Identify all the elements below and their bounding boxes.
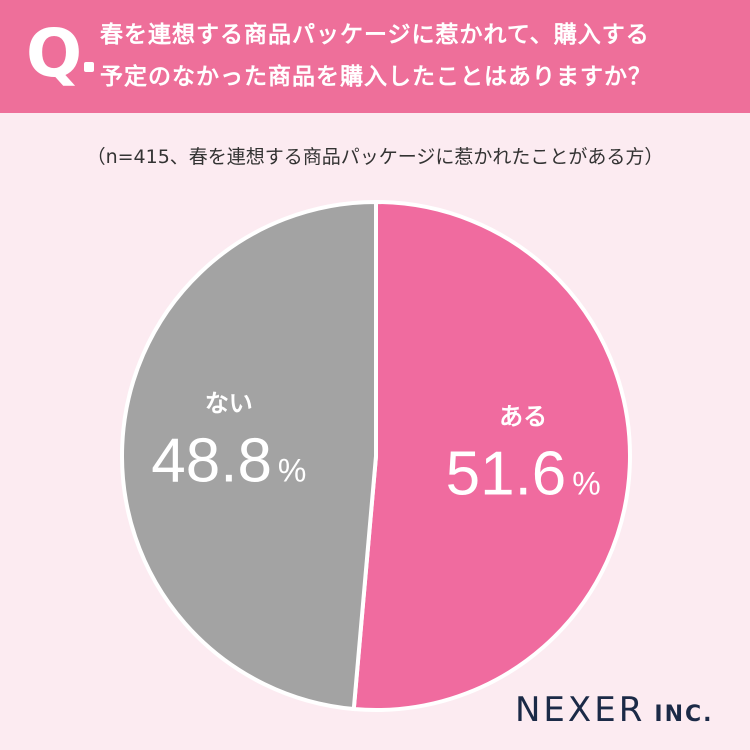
company-logo: NEXER INC.	[515, 690, 714, 730]
question-text: 春を連想する商品パッケージに惹かれて、購入する 予定のなかった商品を購入したこと…	[100, 22, 652, 90]
pie-labels: ある 51.6 % ない 48.8%	[151, 390, 600, 509]
question-header: Q 春を連想する商品パッケージに惹かれて、購入する 予定のなかった商品を購入した…	[0, 0, 750, 113]
logo-sub: INC.	[654, 702, 714, 727]
slice-no	[120, 199, 378, 712]
slice-label-no: ない	[205, 390, 253, 418]
slice-value-yes: 51.6%	[446, 439, 601, 508]
slice-value-no: 48.8%	[151, 427, 306, 496]
sample-note: （n=415、春を連想する商品パッケージに惹かれたことがある方）	[86, 146, 664, 168]
slice-label-yes: ある	[499, 402, 547, 430]
logo-main: NEXER	[515, 690, 646, 730]
pie-slices	[120, 199, 632, 712]
q-dot	[84, 62, 94, 72]
q-label: Q	[26, 15, 83, 92]
slice-yes	[351, 199, 632, 712]
